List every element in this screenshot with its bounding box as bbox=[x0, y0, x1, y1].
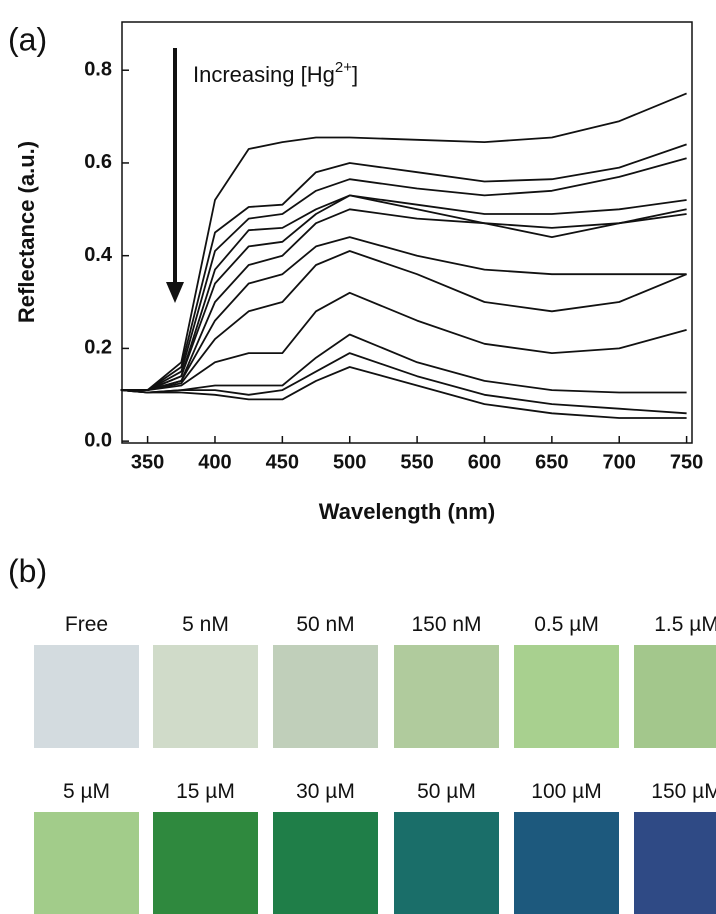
x-tick-label: 350 bbox=[131, 451, 164, 473]
panel-label: (a) bbox=[8, 21, 47, 57]
color-swatch bbox=[514, 812, 619, 914]
color-swatch bbox=[514, 645, 619, 748]
x-tick-label: 750 bbox=[670, 451, 703, 473]
color-swatch bbox=[34, 645, 139, 748]
line bbox=[120, 333, 687, 394]
swatch-label: 5 µM bbox=[62, 780, 111, 803]
color-swatch bbox=[634, 645, 716, 748]
plot-frame bbox=[121, 21, 693, 444]
color-swatch bbox=[394, 812, 499, 914]
x-tick-label: 700 bbox=[603, 451, 636, 473]
line bbox=[120, 92, 687, 391]
y-axis-label: Reflectance (a.u.) bbox=[14, 141, 39, 323]
swatch-label: 30 µM bbox=[296, 780, 355, 803]
color-swatch bbox=[34, 812, 139, 914]
line bbox=[120, 366, 687, 419]
swatch-label: 150 nM bbox=[411, 613, 482, 636]
color-swatch bbox=[273, 812, 378, 914]
swatch-label: 100 µM bbox=[531, 780, 602, 803]
color-swatch bbox=[634, 812, 716, 914]
annotation: Increasing [Hg2+] bbox=[193, 59, 358, 87]
x-tick-label: 450 bbox=[266, 451, 299, 473]
x-tick-label: 500 bbox=[333, 451, 366, 473]
line bbox=[120, 352, 687, 415]
line bbox=[120, 143, 687, 391]
x-axis-label: Wavelength (nm) bbox=[319, 499, 495, 524]
x-tick-label: 600 bbox=[468, 451, 501, 473]
swatch-label: 50 nM bbox=[296, 613, 355, 636]
annotation-sup: 2+ bbox=[335, 59, 352, 76]
y-tick-label: 0.6 bbox=[84, 151, 112, 173]
color-swatch bbox=[394, 645, 499, 748]
x-tick-label: 650 bbox=[535, 451, 568, 473]
annotation-text: Increasing [Hg bbox=[193, 62, 335, 87]
swatch-label: Free bbox=[64, 613, 109, 636]
color-swatch bbox=[153, 645, 258, 748]
swatch-label: 1.5 µM bbox=[654, 613, 716, 636]
annotation-end: ] bbox=[352, 62, 358, 87]
y-tick-label: 0.2 bbox=[84, 337, 112, 359]
swatch-label: 15 µM bbox=[176, 780, 235, 803]
line bbox=[120, 250, 687, 391]
line bbox=[120, 157, 687, 391]
swatch-label: 50 µM bbox=[417, 780, 476, 803]
line bbox=[120, 291, 687, 391]
chart: (a) Wavelength (nm) Reflectance (a.u.) I… bbox=[8, 21, 703, 524]
y-tick-label: 0.4 bbox=[84, 244, 113, 266]
swatch-label: 5 nM bbox=[182, 613, 229, 636]
color-swatch bbox=[273, 645, 378, 748]
arrow-head bbox=[166, 282, 184, 303]
y-tick-label: 0.8 bbox=[84, 59, 112, 81]
color-swatch bbox=[153, 812, 258, 914]
panel-label: (b) bbox=[8, 553, 48, 589]
swatch-label: 0.5 µM bbox=[534, 613, 599, 636]
x-tick-label: 400 bbox=[198, 451, 231, 473]
y-tick-label: 0.0 bbox=[84, 429, 112, 451]
line bbox=[120, 236, 687, 391]
swatch-label: 150 µM bbox=[651, 780, 716, 803]
line bbox=[120, 194, 687, 391]
x-tick-label: 550 bbox=[400, 451, 433, 473]
